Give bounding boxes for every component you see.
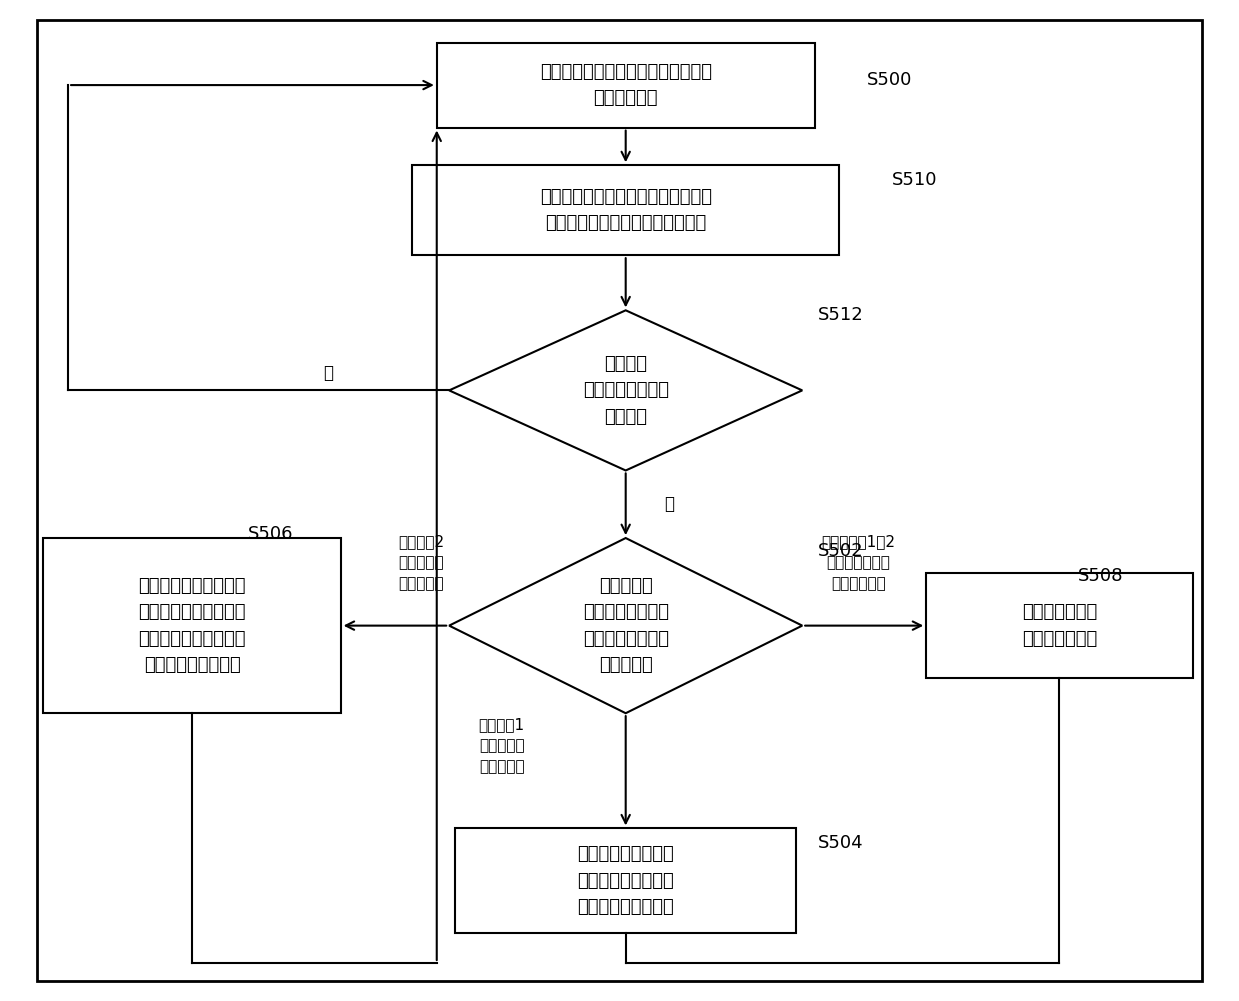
Text: 是: 是 (664, 494, 674, 513)
Text: 存储所接收的当前轮
胎相关信息但不更新
显示模块的显示内容: 存储所接收的当前轮 胎相关信息但不更新 显示模块的显示内容 (577, 846, 674, 916)
Text: S506: S506 (248, 525, 294, 543)
Text: 等于模式2
对应的长度
且标识匹配: 等于模式2 对应的长度 且标识匹配 (398, 535, 445, 591)
Text: 判断接收的
当前轮胎相关信息
的数据长度及胎压
传感器标识: 判断接收的 当前轮胎相关信息 的数据长度及胎压 传感器标识 (582, 577, 669, 675)
Text: 否: 否 (323, 364, 333, 382)
Text: S508: S508 (1078, 567, 1124, 585)
Text: S504: S504 (818, 834, 864, 852)
Text: 所接收的
当前轮胎相关信息
是否完整: 所接收的 当前轮胎相关信息 是否完整 (582, 355, 669, 425)
Text: 使用预定算法对接收的当前轮胎相关
信息进行计算得到当前数据校验值: 使用预定算法对接收的当前轮胎相关 信息进行计算得到当前数据校验值 (540, 188, 711, 232)
Bar (456, 829, 797, 933)
Text: S500: S500 (867, 71, 913, 89)
Text: 存储所接收的当前轮胎
相关信息并以所接收的
当前轮胎相关信息更新
显示模块的显示内容: 存储所接收的当前轮胎 相关信息并以所接收的 当前轮胎相关信息更新 显示模块的显示… (139, 577, 245, 675)
Bar (926, 573, 1192, 679)
Text: 不等于模式1和2
各自对应的长度
或标识不匹配: 不等于模式1和2 各自对应的长度 或标识不匹配 (821, 535, 896, 591)
Text: S502: S502 (818, 542, 864, 560)
Text: S512: S512 (818, 306, 864, 324)
Bar (437, 42, 814, 127)
Polygon shape (450, 539, 803, 713)
Polygon shape (450, 310, 803, 470)
Text: 等于模式1
对应的长度
且标识匹配: 等于模式1 对应的长度 且标识匹配 (478, 718, 525, 774)
Bar (411, 165, 840, 255)
Text: 舍弃所接收的当
前轮胎相关信息: 舍弃所接收的当 前轮胎相关信息 (1022, 604, 1097, 648)
Bar (43, 539, 341, 713)
Text: 接收以所确定的传输模式发送的当前
轮胎相关信息: 接收以所确定的传输模式发送的当前 轮胎相关信息 (540, 63, 711, 107)
Text: S510: S510 (892, 171, 938, 189)
